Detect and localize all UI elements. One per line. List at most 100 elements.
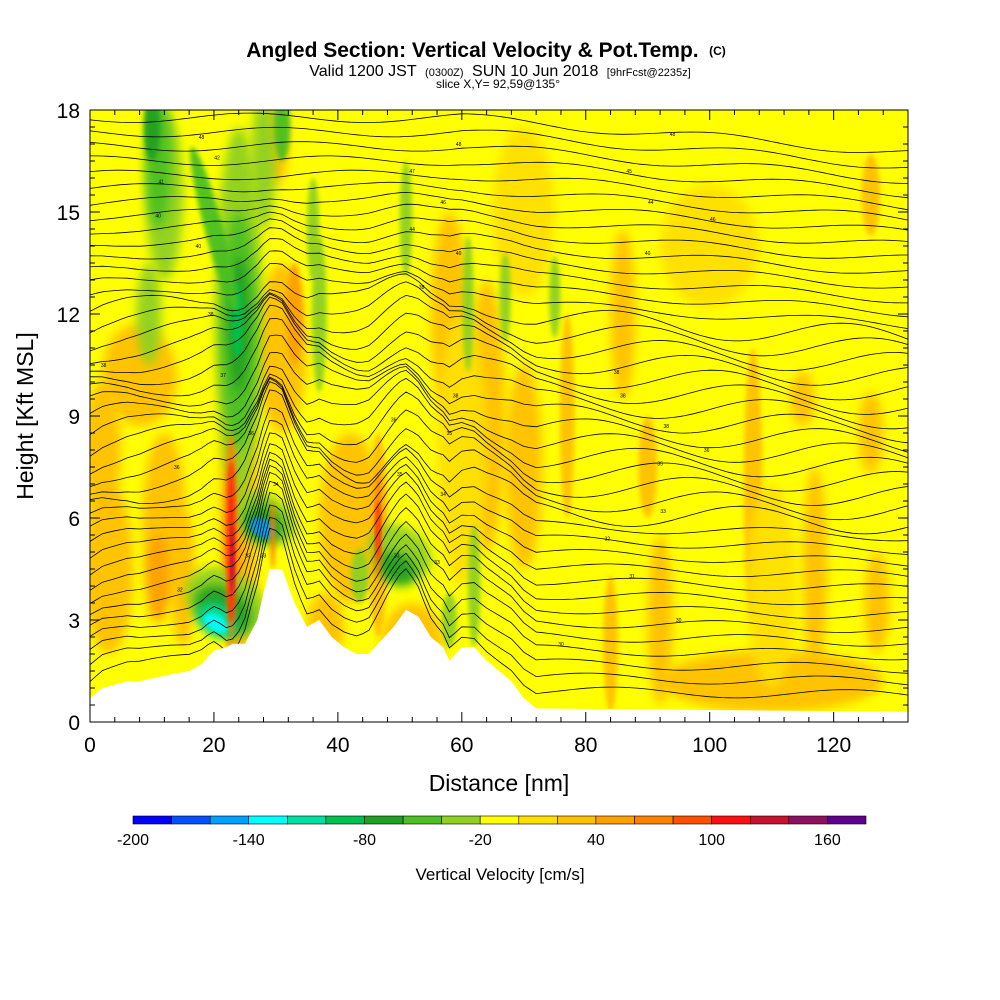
theta-contour-label: 47 (409, 169, 415, 175)
theta-contour (90, 238, 908, 304)
theta-contour-label: 34 (440, 492, 446, 498)
title-main: Angled Section: Vertical Velocity & Pot.… (246, 39, 698, 62)
theta-contour-label: 40 (196, 244, 202, 250)
theta-contour (90, 407, 908, 542)
theta-contour-labels: 48 42 41 40 40 38 38 37 36 36 34 33 33 32 35 33 48 47 46 44… (101, 132, 716, 648)
theta-contour-label: 32 (605, 536, 611, 542)
theta-contours (90, 112, 908, 699)
theta-contour (90, 155, 908, 199)
velocity-blob (499, 252, 511, 342)
theta-contour-label: 33 (394, 553, 400, 559)
colorbar-swatch (171, 815, 211, 825)
theta-contour-label: 40 (645, 251, 651, 257)
theta-contour (90, 504, 908, 674)
velocity-blob (350, 548, 369, 603)
x-axis-ticks: 0 20 40 60 80 100 120 (84, 110, 851, 757)
theta-contour (90, 263, 908, 329)
colorbar-swatch (441, 815, 481, 825)
velocity-blob (286, 263, 303, 365)
velocity-blob (660, 184, 760, 308)
theta-contour-label: 31 (629, 574, 635, 580)
velocity-blob (274, 110, 291, 161)
theta-contour (90, 464, 908, 619)
theta-contour-label: 38 (453, 394, 459, 400)
colorbar-swatch (248, 815, 288, 825)
colorbar-swatch (788, 815, 828, 825)
velocity-blob (231, 524, 234, 593)
theta-contour-label: 35 (657, 462, 663, 468)
x-tick-label: 0 (84, 734, 96, 757)
colorbar-swatch (749, 815, 790, 825)
theta-contour-label: 33 (660, 509, 666, 515)
theta-contour-label: 38 (664, 424, 670, 430)
theta-contour-label: 33 (434, 560, 440, 566)
velocity-blob (437, 314, 487, 586)
theta-contour (90, 351, 908, 453)
theta-contour (90, 273, 908, 342)
theta-contour-label: 40 (456, 251, 462, 257)
theta-contour-label: 46 (440, 200, 446, 206)
theta-contour (90, 126, 908, 169)
colorbar (132, 815, 867, 825)
colorbar-swatch (672, 815, 712, 825)
velocity-blob (549, 256, 561, 338)
colorbar-swatch (827, 815, 867, 825)
theta-contour (90, 432, 908, 567)
velocity-blob (861, 154, 881, 236)
colorbar-tick-label: 100 (698, 832, 725, 849)
colorbar-swatch (325, 815, 365, 825)
velocity-blob (559, 314, 575, 518)
theta-contour-label: 45 (626, 169, 632, 175)
theta-contour-label: 36 (391, 417, 397, 423)
y-axis-label: Height [Kft MSL] (12, 332, 38, 499)
velocity-blob (306, 178, 320, 280)
forecast-info: [9hrFcst@2235z] (607, 67, 691, 79)
theta-contour (90, 218, 908, 274)
colorbar-swatch (364, 815, 404, 825)
velocity-blob (802, 467, 828, 671)
y-tick-label: 6 (68, 508, 80, 531)
colorbar-label: Vertical Velocity [cm/s] (415, 865, 584, 884)
theta-contour-label: 44 (409, 227, 415, 233)
theta-contour (90, 492, 908, 661)
theta-contour-label: 37 (220, 373, 226, 379)
theta-contour (90, 211, 908, 259)
velocity-blob (203, 613, 228, 633)
theta-contour (90, 181, 908, 221)
velocity-blob (858, 392, 884, 474)
theta-contour (90, 293, 908, 386)
colorbar-swatch (595, 815, 635, 825)
y-tick-label: 15 (57, 202, 80, 225)
y-tick-label: 12 (57, 304, 80, 327)
velocity-blob (505, 365, 543, 569)
theta-contour-label: 38 (101, 363, 107, 369)
colorbar-tick-label: -140 (233, 832, 265, 849)
x-tick-label: 20 (202, 734, 225, 757)
x-tick-label: 120 (816, 734, 851, 757)
theta-contour (90, 334, 908, 444)
theta-contour-label: 36 (704, 448, 710, 454)
velocity-blob (145, 535, 171, 624)
theta-contour (90, 304, 908, 415)
theta-contour (90, 377, 908, 506)
velocity-blob (492, 127, 555, 297)
theta-contour-label: 48 (199, 135, 205, 141)
velocity-blob (170, 511, 196, 648)
colorbar-tick-labels: -200 -140 -80 -20 40 100 160 (117, 832, 841, 849)
colorbar-swatch (557, 815, 597, 825)
velocity-blob (790, 371, 816, 427)
theta-contour (90, 365, 908, 463)
x-tick-label: 80 (574, 734, 597, 757)
theta-contour-label: 48 (670, 132, 676, 138)
theta-contour-label: 36 (248, 431, 254, 437)
velocity-blob (603, 575, 618, 712)
theta-contour-label: 35 (397, 472, 403, 478)
colorbar-swatch (518, 815, 558, 825)
theta-contour (90, 458, 908, 606)
theta-contour-label: 44 (648, 200, 654, 206)
theta-contour-label: 35 (447, 431, 453, 437)
velocity-blob (90, 484, 134, 654)
